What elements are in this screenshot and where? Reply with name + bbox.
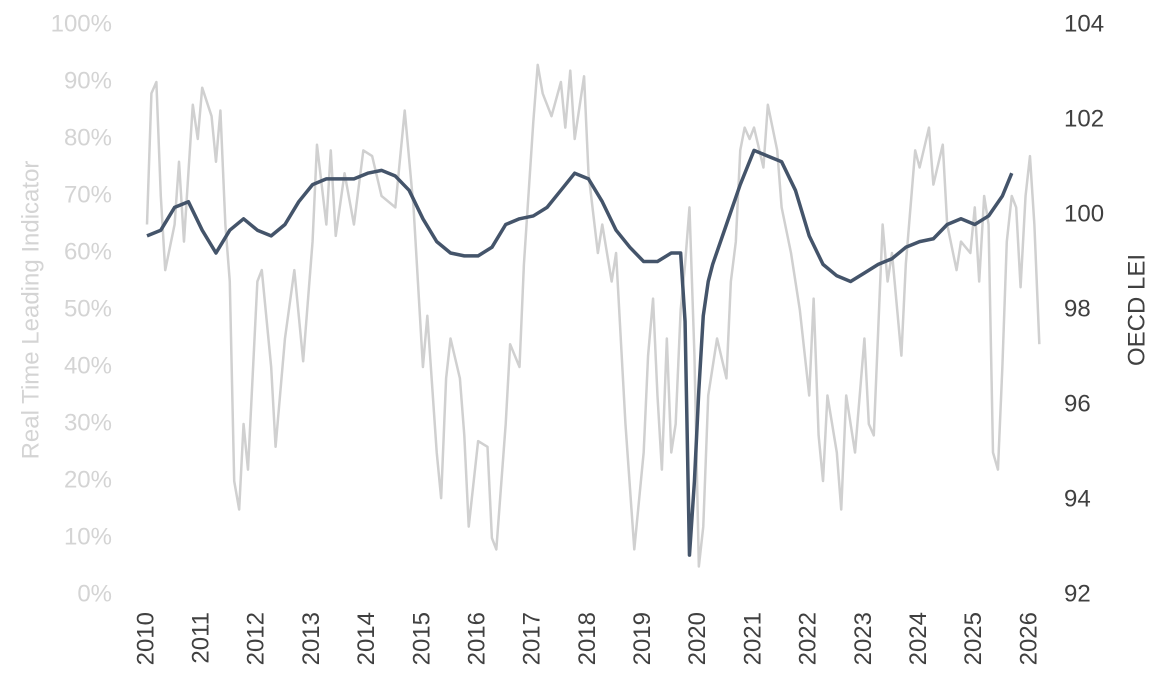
x-tick-label: 2026 [1015,612,1042,665]
y2-tick-label: 92 [1064,580,1091,607]
x-tick-label: 2010 [132,612,159,665]
y-tick-label: 50% [64,295,112,322]
x-tick-label: 2018 [574,612,601,665]
x-tick-label: 2022 [795,612,822,665]
y-tick-label: 0% [77,580,112,607]
series-line [146,148,1014,557]
x-tick-label: 2014 [353,612,380,665]
series-line [145,63,1041,568]
x-tick-label: 2012 [243,612,270,665]
x-tick-label: 2025 [960,612,987,665]
x-tick-label: 2017 [519,612,546,665]
y-tick-label: 90% [64,67,112,94]
x-tick-label: 2015 [408,612,435,665]
x-tick-label: 2024 [905,612,932,665]
x-tick-label: 2019 [629,612,656,665]
y2-tick-label: 96 [1064,390,1091,417]
y2-tick-label: 104 [1064,10,1104,37]
y2-tick-label: 102 [1064,105,1104,132]
y-axis-label: Real Time Leading Indicator [17,161,44,460]
y-tick-label: 40% [64,352,112,379]
x-tick-label: 2023 [850,612,877,665]
x-tick-label: 2013 [298,612,325,665]
y-tick-label: 70% [64,181,112,208]
y2-axis-label: OECD LEI [1123,254,1150,366]
y-tick-label: 80% [64,124,112,151]
y-tick-label: 60% [64,238,112,265]
x-tick-label: 2011 [188,612,215,664]
x-tick-label: 2020 [684,612,711,665]
x-tick-label: 2016 [463,612,490,665]
y-tick-label: 10% [64,523,112,550]
y-tick-label: 30% [64,409,112,436]
y2-tick-label: 100 [1064,200,1104,227]
x-tick-label: 2021 [739,612,766,665]
y2-tick-label: 94 [1064,485,1091,512]
y2-tick-label: 98 [1064,295,1091,322]
y-tick-label: 20% [64,466,112,493]
y-tick-label: 100% [51,10,112,37]
